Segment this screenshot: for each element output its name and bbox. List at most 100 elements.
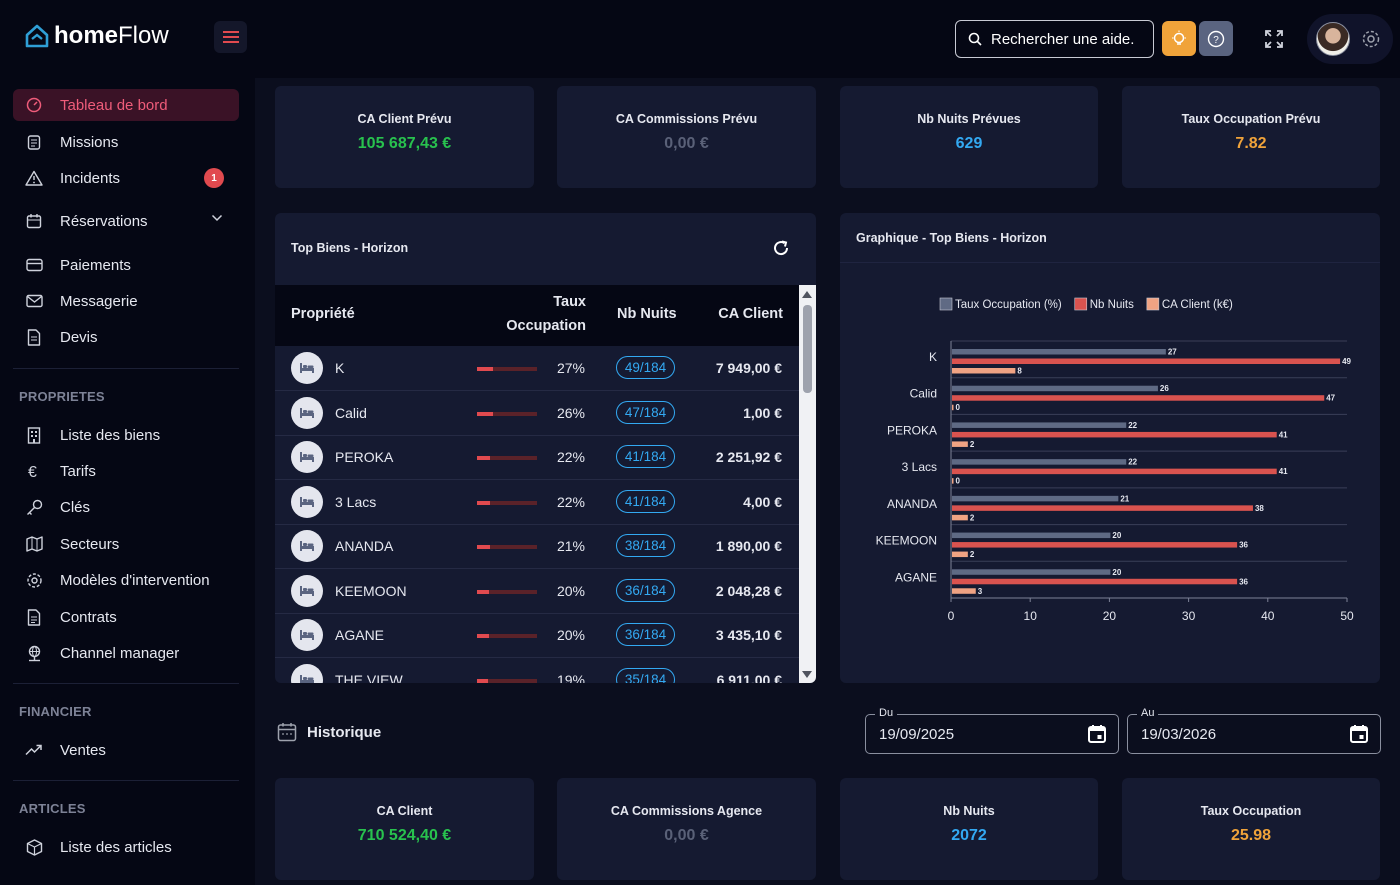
table-row[interactable]: 3 Lacs 22% 41/184 4,00 € xyxy=(275,480,799,525)
nights-badge: 36/184 xyxy=(616,623,675,646)
tips-button[interactable] xyxy=(1162,21,1196,56)
table-row[interactable]: ANANDA 21% 38/184 1 890,00 € xyxy=(275,524,799,569)
kpi-title: Nb Nuits xyxy=(943,804,995,818)
data-label: 0 xyxy=(956,403,961,412)
nights-badge: 41/184 xyxy=(616,445,675,468)
column-occupancy-line1[interactable]: Taux xyxy=(553,294,586,310)
legend-swatch xyxy=(939,297,953,311)
property-name[interactable]: Calid xyxy=(335,404,367,421)
sidebar-item-payments[interactable]: Paiements xyxy=(13,249,239,281)
refresh-icon[interactable] xyxy=(772,239,790,257)
help-button[interactable]: ? xyxy=(1199,21,1233,56)
chart-bar xyxy=(952,532,1111,539)
sidebar-item-article-list[interactable]: Liste des articles xyxy=(13,831,239,863)
date-from-field[interactable]: Du 19/09/2025 xyxy=(865,707,1119,754)
kpi-value: 629 xyxy=(955,135,983,152)
sidebar-item-quotes[interactable]: Devis xyxy=(13,321,239,353)
date-to-field[interactable]: Au 19/03/2026 xyxy=(1127,707,1381,754)
chevron-down-icon[interactable] xyxy=(211,214,223,222)
sidebar-item-reservations[interactable]: Réservations xyxy=(13,205,239,237)
table-row[interactable]: PEROKA 22% 41/184 2 251,92 € xyxy=(275,435,799,480)
ca-client-value: 1,00 € xyxy=(743,404,782,421)
scroll-up-arrow[interactable] xyxy=(802,291,812,298)
column-nights[interactable]: Nb Nuits xyxy=(617,306,677,322)
sidebar-item-label: Tarifs xyxy=(60,462,96,480)
house-logo-icon xyxy=(25,24,49,48)
calendar-picker-icon[interactable] xyxy=(1087,724,1107,744)
date-to-value[interactable]: 19/03/2026 xyxy=(1141,726,1217,743)
lightbulb-icon xyxy=(1172,30,1186,45)
sidebar-item-contracts[interactable]: Contrats xyxy=(13,601,239,633)
user-menu[interactable] xyxy=(1307,14,1393,64)
menu-toggle-button[interactable] xyxy=(214,21,247,53)
category-label: K xyxy=(929,350,937,364)
data-label: 47 xyxy=(1326,394,1335,403)
kpi-card-ca-client-forecast: CA Client Prévu 105 687,43 € xyxy=(275,86,534,188)
avatar[interactable] xyxy=(1316,22,1350,56)
fullscreen-button[interactable] xyxy=(1257,21,1291,56)
kpi-title: Nb Nuits Prévues xyxy=(917,112,1021,126)
sidebar-item-rates[interactable]: € Tarifs xyxy=(13,455,239,487)
sidebar-item-intervention-templates[interactable]: Modèles d'intervention xyxy=(13,564,239,596)
chart-title: Graphique - Top Biens - Horizon xyxy=(856,231,1047,245)
sidebar-item-dashboard[interactable]: Tableau de bord xyxy=(13,89,239,121)
help-search-input[interactable]: Rechercher une aide. xyxy=(955,20,1154,58)
property-name[interactable]: K xyxy=(335,360,345,376)
sidebar-item-sectors[interactable]: Secteurs xyxy=(13,528,239,560)
property-name[interactable]: AGANE xyxy=(335,627,385,643)
sidebar-item-missions[interactable]: Missions xyxy=(13,126,239,158)
svg-text:?: ? xyxy=(1213,35,1219,46)
cog-icon xyxy=(25,571,43,589)
gear-icon[interactable] xyxy=(1360,28,1382,50)
scroll-down-arrow[interactable] xyxy=(802,671,812,678)
ca-client-value: 1 890,00 € xyxy=(715,538,782,554)
property-name[interactable]: 3 Lacs xyxy=(335,493,377,510)
chart-divider xyxy=(840,262,1380,263)
occupancy-percent: 22% xyxy=(556,493,585,510)
occupancy-bar xyxy=(477,367,537,371)
data-label: 2 xyxy=(970,440,975,449)
chart-bar xyxy=(952,551,968,558)
top-properties-title: Top Biens - Horizon xyxy=(291,241,409,255)
table-row[interactable]: THE VIEW 19% 35/184 6 911,00 € xyxy=(275,658,799,684)
scroll-thumb[interactable] xyxy=(803,305,812,393)
property-name[interactable]: THE VIEW xyxy=(335,671,403,684)
legend-label: CA Client (k€) xyxy=(1162,299,1233,311)
property-name[interactable]: PEROKA xyxy=(335,449,394,465)
calendar-picker-icon[interactable] xyxy=(1349,724,1369,744)
table-row[interactable]: K 27% 49/184 7 949,00 € xyxy=(275,346,799,391)
table-row[interactable]: Calid 26% 47/184 1,00 € xyxy=(275,391,799,436)
kpi-card-occupancy-forecast: Taux Occupation Prévu 7.82 xyxy=(1122,86,1380,188)
sidebar-item-sales[interactable]: Ventes xyxy=(13,734,239,766)
logo[interactable]: homeFlow xyxy=(24,22,169,50)
chart-bar xyxy=(952,578,1238,585)
column-property[interactable]: Propriété xyxy=(291,306,355,322)
x-tick-label: 20 xyxy=(1103,609,1117,623)
table-row[interactable]: KEEMOON 20% 36/184 2 048,28 € xyxy=(275,569,799,614)
column-occupancy-line2[interactable]: Occupation xyxy=(506,318,586,334)
category-label: PEROKA xyxy=(887,423,937,437)
sidebar-item-channel-manager[interactable]: Channel manager xyxy=(13,637,239,669)
column-ca-client[interactable]: CA Client xyxy=(718,306,783,322)
date-from-value[interactable]: 19/09/2025 xyxy=(879,726,955,743)
kpi-value: 0,00 € xyxy=(664,827,709,844)
chart-bar xyxy=(952,422,1127,428)
kpi-card-occupancy: Taux Occupation 25.98 xyxy=(1122,778,1380,880)
sidebar-item-messaging[interactable]: Messagerie xyxy=(13,285,239,317)
property-name[interactable]: ANANDA xyxy=(335,538,394,554)
sidebar-item-keys[interactable]: Clés xyxy=(13,491,239,523)
trending-up-icon xyxy=(25,741,43,759)
sidebar-item-property-list[interactable]: Liste des biens xyxy=(13,419,239,451)
bed-icon xyxy=(291,485,323,518)
data-label: 49 xyxy=(1342,357,1351,366)
table-row[interactable]: AGANE 20% 36/184 3 435,10 € xyxy=(275,613,799,658)
kpi-card-ca-client: CA Client 710 524,40 € xyxy=(275,778,534,880)
chart-bar xyxy=(952,459,1127,465)
table-scrollbar[interactable] xyxy=(799,285,816,683)
chart-bar xyxy=(952,505,1253,511)
sidebar-item-incidents[interactable]: Incidents 1 xyxy=(13,162,239,194)
property-name[interactable]: KEEMOON xyxy=(335,582,407,599)
category-label: 3 Lacs xyxy=(902,460,937,474)
building-icon xyxy=(25,426,43,444)
legend-label: Nb Nuits xyxy=(1090,299,1134,311)
